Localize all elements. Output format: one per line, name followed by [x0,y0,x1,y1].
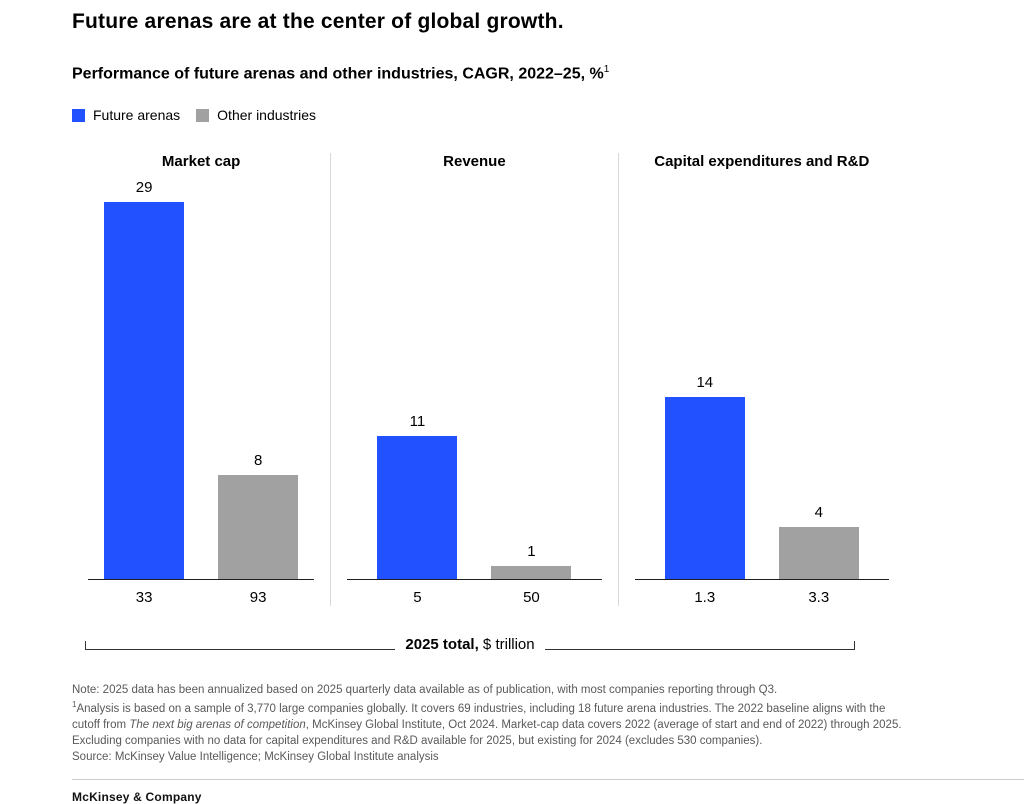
totals-row-revenue: 5 50 [347,589,601,606]
legend-swatch-future-icon [72,108,85,122]
total-value: 93 [249,589,267,607]
bar-other-industries [491,566,572,580]
bar-value-label: 8 [253,452,263,470]
bar-group-future: 11 [377,413,458,580]
note-line-2: 1Analysis is based on a sample of 3,770 … [72,699,912,749]
panel-revenue: Revenue 11 1 5 50 [330,153,617,607]
panel-title-revenue: Revenue [443,153,506,171]
plot-revenue: 11 1 [347,178,602,581]
bar-other-industries [778,527,859,580]
bar-future-arenas [377,436,458,580]
plot-market-cap: 29 8 [88,178,315,581]
bar-chart: Market cap 29 8 33 93 Reven [72,153,905,655]
bar-value-label: 4 [814,504,823,522]
bar-group-other: 8 [218,452,299,580]
legend-item-other-industries: Other industries [196,107,316,123]
bracket-label: 2025 total, $ trillion [405,636,534,655]
footnote-marker: 1 [72,700,77,710]
panel-title-market-cap: Market cap [161,153,241,171]
bar-group-other: 1 [491,543,572,580]
chart-subtitle: Performance of future arenas and other i… [72,64,1024,83]
note-line-2-text-cont: , McKinsey Global Institute, Oct 2024. M… [72,718,902,747]
totals-bracket: 2025 total, $ trillion [85,636,856,655]
plot-capex-rd: 14 4 [634,178,889,581]
legend: Future arenas Other industries [72,107,1024,123]
total-value: 1.3 [694,589,716,607]
bracket-line-right [544,641,856,651]
footer-divider [72,779,1024,781]
panel-capex-rd: Capital expenditures and R&D 14 4 1.3 3.… [617,153,905,607]
bar-group-future: 29 [104,179,185,580]
note-line-1: Note: 2025 data has been annualized base… [72,684,778,697]
note-line-2-italic: The next big arenas of competition [129,718,306,731]
footnote-marker: 1 [603,64,610,75]
note-line-2-text: Analysis is based on a sample of 3,770 l… [72,703,886,731]
bar-future-arenas [104,202,185,580]
bracket-label-regular: $ trillion [478,636,535,654]
panel-market-cap: Market cap 29 8 33 93 [72,153,330,606]
footnotes: Note: 2025 data has been annualized base… [72,683,912,765]
legend-label-other: Other industries [217,107,316,124]
totals-row-market-cap: 33 93 [88,589,314,606]
bar-future-arenas [664,397,745,580]
total-value: 5 [413,589,422,607]
page-title: Future arenas are at the center of globa… [72,10,564,33]
bar-group-other: 4 [778,504,859,580]
bar-other-industries [218,475,299,580]
legend-label-future: Future arenas [93,107,181,124]
total-value: 33 [135,589,153,607]
total-value: 3.3 [808,589,830,607]
bar-group-future: 14 [664,374,745,580]
bar-value-label: 29 [135,179,153,197]
legend-item-future-arenas: Future arenas [72,107,180,123]
legend-swatch-other-icon [196,108,210,122]
totals-row-capex-rd: 1.3 3.3 [635,589,889,606]
bar-value-label: 11 [409,413,426,431]
total-value: 50 [523,589,540,607]
brand-footer: McKinsey & Company [72,790,202,804]
bracket-label-bold: 2025 total, [405,636,479,654]
bracket-line-left [85,641,396,651]
bar-value-label: 14 [696,374,714,392]
chart-panels: Market cap 29 8 33 93 Reven [72,153,905,607]
panel-title-capex-rd: Capital expenditures and R&D [654,153,870,171]
source-line: Source: McKinsey Value Intelligence; McK… [72,750,439,763]
chart-subtitle-text: Performance of future arenas and other i… [72,65,604,83]
bar-value-label: 1 [527,543,536,561]
